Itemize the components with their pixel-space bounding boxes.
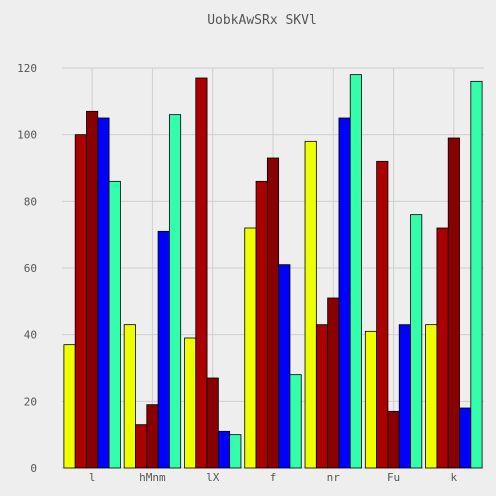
bar-f-s5 xyxy=(289,374,302,469)
y-tick-label: 40 xyxy=(24,329,37,342)
bar-hMnm-s1 xyxy=(123,324,136,469)
x-tick-label: f xyxy=(270,471,277,484)
bar-lX-s3 xyxy=(206,377,219,469)
x-tick-label: lX xyxy=(206,471,220,484)
bar-Fu-s3 xyxy=(387,410,400,469)
bar-hMnm-s4 xyxy=(157,230,170,469)
bar-l-s2 xyxy=(74,134,87,469)
bar-f-s1 xyxy=(244,227,257,469)
bar-nr-s2 xyxy=(315,324,329,469)
bar-l-s3 xyxy=(86,110,99,469)
y-tick-label: 80 xyxy=(24,195,37,208)
bar-Fu-s4 xyxy=(398,324,411,469)
bar-k-s1 xyxy=(425,324,438,469)
bar-l-s5 xyxy=(108,180,121,469)
bar-k-s3 xyxy=(447,137,460,469)
x-axis-ticks: l hMnm lX f nr Fu k xyxy=(89,471,458,484)
bar-Fu-s5 xyxy=(410,214,423,469)
y-tick-label: 100 xyxy=(17,129,37,142)
x-tick-label: k xyxy=(451,471,458,484)
y-tick-label: 20 xyxy=(24,395,37,408)
bar-l-s4 xyxy=(97,117,110,469)
bar-hMnm-s3 xyxy=(146,404,159,469)
bar-k-s4 xyxy=(459,407,472,469)
bar-k-s5 xyxy=(470,80,483,469)
bar-hMnm-s5 xyxy=(168,114,182,469)
bar-nr-s1 xyxy=(304,140,317,469)
x-tick-label: nr xyxy=(327,471,341,484)
x-tick-label: Fu xyxy=(387,471,400,484)
y-tick-label: 0 xyxy=(30,462,37,475)
bar-k-s2 xyxy=(436,227,449,469)
y-tick-label: 120 xyxy=(17,62,37,75)
bar-lX-s4 xyxy=(217,430,231,469)
bars xyxy=(63,74,483,469)
bar-nr-s3 xyxy=(327,297,340,469)
y-axis-ticks: 0 20 40 60 80 100 120 xyxy=(17,62,37,475)
bar-Fu-s2 xyxy=(376,160,389,469)
bar-lX-s1 xyxy=(184,337,197,469)
y-tick-label: 60 xyxy=(24,262,37,275)
bar-nr-s4 xyxy=(338,117,351,469)
bar-lX-s2 xyxy=(195,77,208,469)
bar-lX-s5 xyxy=(229,434,242,469)
bar-l-s1 xyxy=(63,344,76,469)
bar-Fu-s1 xyxy=(364,330,378,469)
chart-title: UobkAwSRx SKVl xyxy=(207,13,317,28)
bar-nr-s5 xyxy=(349,74,362,469)
bar-hMnm-s2 xyxy=(135,424,148,469)
x-tick-label: hMnm xyxy=(139,471,166,484)
bar-f-s3 xyxy=(266,157,280,469)
bar-f-s4 xyxy=(278,264,291,469)
x-tick-label: l xyxy=(89,471,96,484)
bar-f-s2 xyxy=(255,180,268,469)
